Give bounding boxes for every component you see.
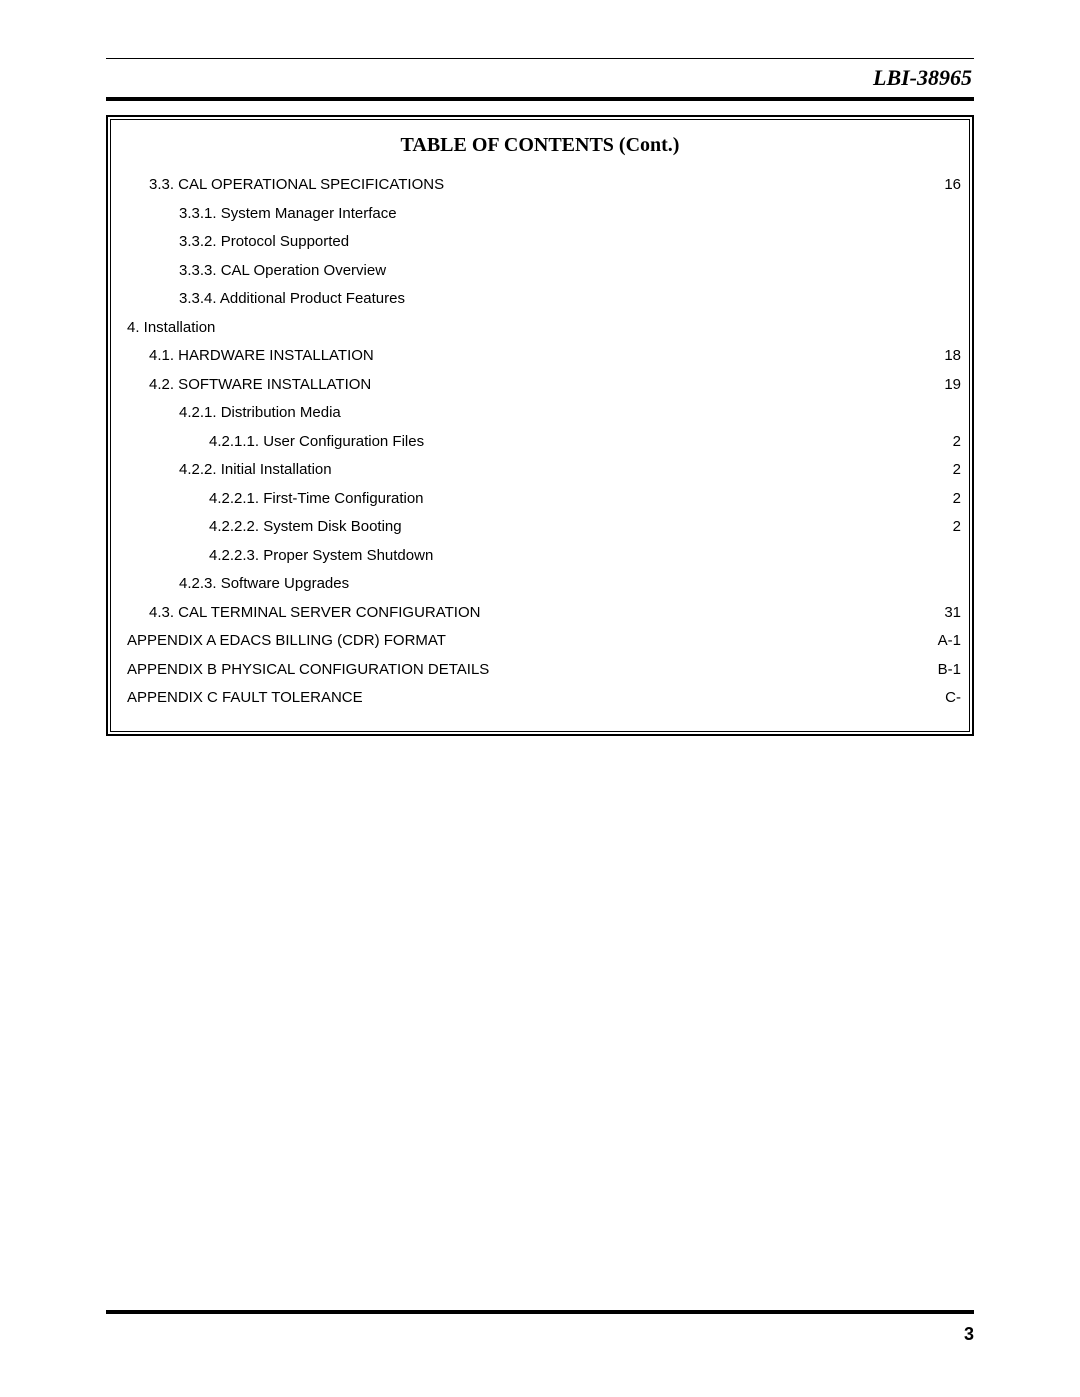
toc-box-inner: TABLE OF CONTENTS (Cont.) 3.3. CAL OPERA…: [110, 119, 970, 732]
bottom-thick-rule: [106, 1310, 974, 1314]
toc-row: 4.1. HARDWARE INSTALLATION 18: [119, 342, 961, 371]
page: LBI-38965 TABLE OF CONTENTS (Cont.) 3.3.…: [0, 0, 1080, 1397]
toc-entry-label: 4.2.1.1. User Configuration Files: [209, 428, 424, 457]
toc-entry-label: APPENDIX A EDACS BILLING (CDR) FORMAT: [127, 627, 446, 656]
toc-entry-page: 18: [927, 342, 961, 371]
toc-row: 4.2.2. Initial Installation 2: [119, 456, 961, 485]
toc-row: 4.2. SOFTWARE INSTALLATION 19: [119, 371, 961, 400]
toc-entry-label: 3.3. CAL OPERATIONAL SPECIFICATIONS: [149, 171, 444, 200]
toc-row: APPENDIX A EDACS BILLING (CDR) FORMAT A-1: [119, 627, 961, 656]
toc-row: APPENDIX B PHYSICAL CONFIGURATION DETAIL…: [119, 656, 961, 685]
toc-entry-label: 3.3.1. System Manager Interface: [179, 200, 397, 229]
toc-row: 4.2.1. Distribution Media: [119, 399, 961, 428]
toc-row: 4.2.2.2. System Disk Booting 2: [119, 513, 961, 542]
toc-entry-page: 2: [927, 428, 961, 457]
toc-entry-label: APPENDIX B PHYSICAL CONFIGURATION DETAIL…: [127, 656, 489, 685]
toc-list: 3.3. CAL OPERATIONAL SPECIFICATIONS163.3…: [119, 171, 961, 713]
toc-entry-label: 4.2.3. Software Upgrades: [179, 570, 349, 599]
toc-box: TABLE OF CONTENTS (Cont.) 3.3. CAL OPERA…: [106, 115, 974, 736]
toc-row: 4.2.3. Software Upgrades: [119, 570, 961, 599]
doc-id: LBI-38965: [106, 65, 974, 97]
toc-entry-label: 4.2.2.3. Proper System Shutdown: [209, 542, 433, 571]
toc-entry-label: 4.2.2.2. System Disk Booting: [209, 513, 402, 542]
toc-entry-label: 4.2.2. Initial Installation: [179, 456, 332, 485]
toc-row: 4.2.2.3. Proper System Shutdown: [119, 542, 961, 571]
toc-row: 3.3.3. CAL Operation Overview: [119, 257, 961, 286]
toc-entry-label: 3.3.3. CAL Operation Overview: [179, 257, 386, 286]
toc-title: TABLE OF CONTENTS (Cont.): [119, 134, 961, 157]
toc-entry-page: 16: [927, 171, 961, 200]
top-thin-rule: [106, 58, 974, 59]
toc-row: APPENDIX C FAULT TOLERANCE C-: [119, 684, 961, 713]
page-number: 3: [106, 1324, 974, 1345]
toc-entry-label: 3.3.4. Additional Product Features: [179, 285, 405, 314]
toc-entry-page: B-1: [927, 656, 961, 685]
toc-entry-page: A-1: [927, 627, 961, 656]
toc-entry-page: 19: [927, 371, 961, 400]
toc-entry-page: 2: [927, 485, 961, 514]
toc-entry-page: C-: [927, 684, 961, 713]
toc-entry-page: 31: [927, 599, 961, 628]
toc-row: 4.2.2.1. First-Time Configuration 2: [119, 485, 961, 514]
toc-entry-label: 4.2. SOFTWARE INSTALLATION: [149, 371, 371, 400]
toc-row: 4.3. CAL TERMINAL SERVER CONFIGURATION 31: [119, 599, 961, 628]
toc-row: 3.3.2. Protocol Supported: [119, 228, 961, 257]
toc-row: 3.3. CAL OPERATIONAL SPECIFICATIONS 16: [119, 171, 961, 200]
toc-entry-label: APPENDIX C FAULT TOLERANCE: [127, 684, 363, 713]
top-thick-rule: [106, 97, 974, 101]
toc-entry-label: 3.3.2. Protocol Supported: [179, 228, 349, 257]
toc-entry-label: 4.3. CAL TERMINAL SERVER CONFIGURATION: [149, 599, 480, 628]
toc-entry-page: 2: [927, 513, 961, 542]
toc-row: 4.2.1.1. User Configuration Files 2: [119, 428, 961, 457]
toc-row: 3.3.4. Additional Product Features: [119, 285, 961, 314]
toc-entry-label: 4.1. HARDWARE INSTALLATION: [149, 342, 374, 371]
toc-row: 4. Installation: [119, 314, 961, 343]
toc-entry-page: 2: [927, 456, 961, 485]
toc-entry-label: 4.2.2.1. First-Time Configuration: [209, 485, 424, 514]
toc-entry-label: 4.2.1. Distribution Media: [179, 399, 341, 428]
footer: 3: [106, 1310, 974, 1345]
toc-row: 3.3.1. System Manager Interface: [119, 200, 961, 229]
toc-entry-label: 4. Installation: [127, 314, 215, 343]
